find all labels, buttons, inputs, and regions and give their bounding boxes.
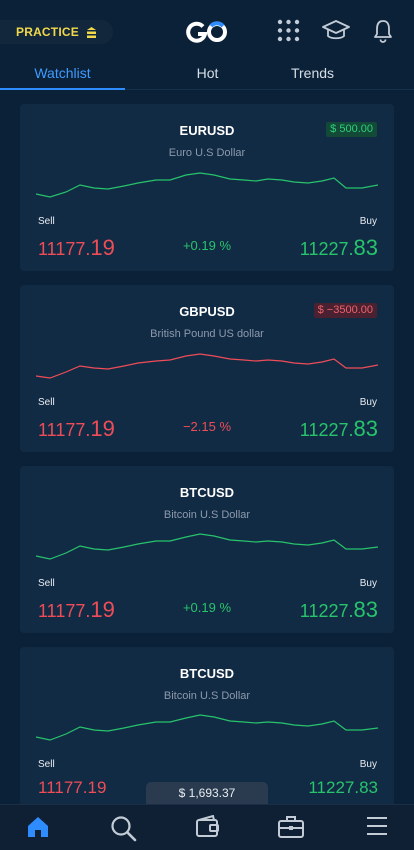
price-sparkline <box>36 172 378 198</box>
buy-price-pips: 83 <box>353 235 378 260</box>
buy-label: Buy <box>359 759 377 770</box>
instrument-name: Bitcoin U.S Dollar <box>163 690 251 702</box>
sparkline-series <box>36 353 378 379</box>
grid-menu-icon[interactable] <box>277 19 300 42</box>
pnl-badge: $ −3500.00 <box>313 303 377 318</box>
coin-stack-icon <box>86 26 96 38</box>
sell-price-button[interactable]: 11177.19 <box>38 235 115 261</box>
bottom-nav-bar <box>0 804 414 850</box>
watchlist-card-eurusd[interactable]: EURUSD Euro U.S Dollar $ 500.00 Sell Buy… <box>20 104 394 271</box>
sparkline-series <box>36 533 378 560</box>
sell-price-main: 11177. <box>38 239 91 259</box>
buy-label: Buy <box>359 578 377 589</box>
practice-mode-badge[interactable]: PRACTICE <box>0 20 113 44</box>
sell-price-main: 11177. <box>38 420 91 440</box>
instrument-name: Bitcoin U.S Dollar <box>163 509 251 521</box>
briefcase-icon[interactable] <box>278 815 304 839</box>
watchlist-card-btcusd-2[interactable]: BTCUSD Bitcoin U.S Dollar Sell Buy 11177… <box>20 647 394 814</box>
buy-price-main: 11227. <box>299 601 354 621</box>
pnl-badge: $ 500.00 <box>326 122 377 137</box>
price-sparkline <box>36 353 378 379</box>
buy-price-button[interactable]: 11227.83 <box>300 597 378 623</box>
instrument-symbol: BTCUSD <box>179 485 235 500</box>
sell-price-main: 11177. <box>38 601 91 621</box>
sparkline-series <box>36 172 378 198</box>
instrument-name: British Pound US dollar <box>150 328 264 340</box>
sell-label: Sell <box>38 578 55 589</box>
buy-price-main: 11227. <box>299 239 354 259</box>
sell-price-pips: 19 <box>90 597 115 622</box>
sell-label: Sell <box>38 216 55 227</box>
tab-trends[interactable]: Trends <box>290 65 335 81</box>
price-sparkline <box>36 714 378 741</box>
buy-label: Buy <box>359 216 377 227</box>
search-icon[interactable] <box>110 815 137 842</box>
sell-price-pips: 19 <box>90 235 115 260</box>
sell-price-button[interactable]: 11177.19 <box>38 597 115 623</box>
buy-price-button[interactable]: 11227.83 <box>300 235 378 261</box>
graduation-cap-icon[interactable] <box>322 19 350 43</box>
top-bar: PRACTICE <box>0 0 414 56</box>
wallet-icon[interactable] <box>195 815 221 839</box>
account-balance[interactable]: $ 1,693.37 <box>146 782 268 804</box>
price-change: −2.15 % <box>182 419 232 434</box>
instrument-symbol: BTCUSD <box>179 666 235 681</box>
buy-price-button[interactable]: 11227.83 <box>300 416 378 442</box>
tab-watchlist[interactable]: Watchlist <box>34 65 91 81</box>
sell-label: Sell <box>38 397 55 408</box>
instrument-name: Euro U.S Dollar <box>168 147 246 159</box>
watchlist-card-btcusd[interactable]: BTCUSD Bitcoin U.S Dollar Sell Buy 11177… <box>20 466 394 633</box>
instrument-symbol: EURUSD <box>179 123 235 138</box>
sell-price-button[interactable]: 11177.19 <box>38 416 115 442</box>
menu-icon[interactable] <box>366 815 388 837</box>
sell-price-pips: 19 <box>90 416 115 441</box>
buy-price-main: 11227. <box>299 420 354 440</box>
sell-price-button[interactable]: 11177.19 <box>38 778 106 798</box>
practice-mode-label: PRACTICE <box>16 25 79 39</box>
buy-label: Buy <box>359 397 377 408</box>
sell-label: Sell <box>38 759 55 770</box>
active-tab-indicator <box>0 88 125 90</box>
go-logo <box>186 20 228 49</box>
sell-price-main: 11177. <box>38 778 88 797</box>
price-change: +0.19 % <box>182 600 232 615</box>
tab-hot[interactable]: Hot <box>196 65 219 81</box>
instrument-symbol: GBPUSD <box>179 304 235 319</box>
buy-price-main: 11227. <box>308 778 360 797</box>
notification-bell-icon[interactable] <box>373 19 393 43</box>
watchlist-card-gbpusd[interactable]: GBPUSD British Pound US dollar $ −3500.0… <box>20 285 394 452</box>
sell-price-pips: 19 <box>87 778 107 797</box>
buy-price-pips: 83 <box>353 416 378 441</box>
buy-price-pips: 83 <box>359 778 378 797</box>
buy-price-button[interactable]: 11227.83 <box>308 778 378 798</box>
tab-bar: Watchlist Hot Trends <box>0 56 414 90</box>
price-change: +0.19 % <box>182 238 232 253</box>
buy-price-pips: 83 <box>353 597 378 622</box>
price-sparkline <box>36 533 378 560</box>
home-icon[interactable] <box>26 815 50 839</box>
sparkline-series <box>36 714 378 741</box>
